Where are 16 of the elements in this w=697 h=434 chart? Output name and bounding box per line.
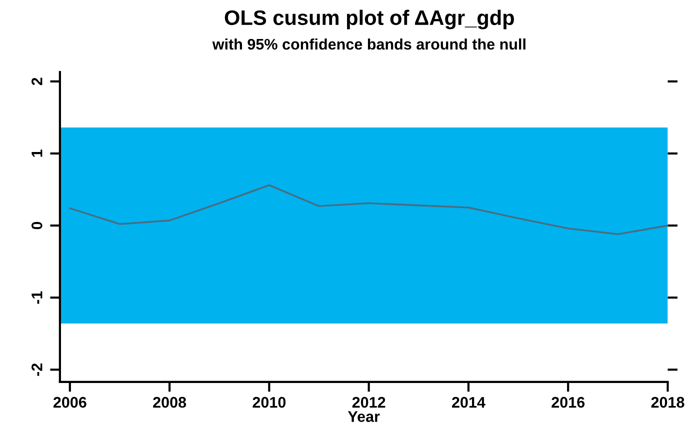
x-tick-label: 2010 xyxy=(252,396,286,408)
x-tick-label: 2016 xyxy=(552,396,585,408)
y-tick-label: -2 xyxy=(32,363,42,376)
x-tick-label: 2008 xyxy=(153,396,186,408)
y-tick-label: -1 xyxy=(32,291,42,304)
x-tick-label: 2006 xyxy=(53,396,86,408)
line-series xyxy=(69,184,668,236)
x-axis-title: Year xyxy=(348,411,380,422)
y-tick-label: 0 xyxy=(32,222,42,230)
chart-subtitle: with 95% confidence bands around the null xyxy=(212,38,526,50)
y-tick-label: 1 xyxy=(32,150,42,157)
x-tick-label: 2012 xyxy=(352,396,386,408)
chart-title: OLS cusum plot of ΔAgr_gdp xyxy=(224,10,514,30)
x-tick-label: 2014 xyxy=(452,396,486,408)
y-tick-label: 2 xyxy=(32,78,42,86)
x-tick-label: 2018 xyxy=(651,396,684,408)
